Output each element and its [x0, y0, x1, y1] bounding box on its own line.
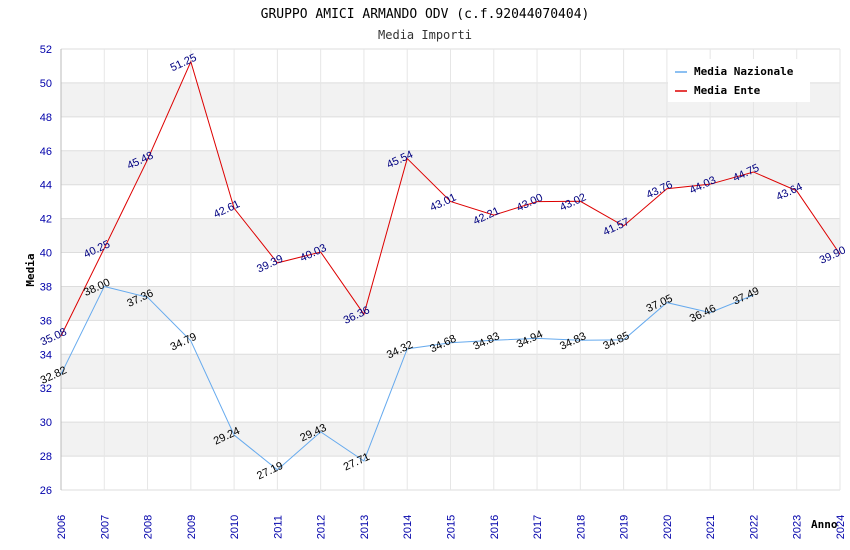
legend-box: [668, 59, 810, 102]
x-tick-label: 2019: [619, 515, 631, 539]
x-tick-label: 2024: [835, 515, 847, 539]
x-tick-label: 2021: [705, 515, 717, 539]
x-tick-label: 2013: [359, 515, 371, 539]
y-tick-label: 52: [40, 44, 52, 56]
y-tick-label: 44: [40, 180, 52, 192]
y-tick-label: 36: [40, 315, 52, 327]
x-tick-labels: 2006 2007 2008 2009 2010 2011 2012 2013 2014 2015…: [56, 515, 847, 539]
x-tick-label: 2007: [99, 515, 111, 539]
y-tick-label: 46: [40, 146, 52, 158]
x-tick-label: 2022: [748, 515, 760, 539]
x-tick-label: 2014: [402, 515, 414, 539]
series-line-media-ente: [60, 60, 841, 337]
y-tick-label: 40: [40, 248, 52, 260]
x-tick-label: 2020: [662, 515, 674, 539]
x-tick-label: 2012: [316, 515, 328, 539]
series-line-media-nazionale: [60, 285, 754, 471]
legend: Media Nazionale Media Ente: [668, 59, 810, 102]
x-tick-label: 2006: [56, 515, 68, 539]
y-tick-labels: 26 28 30 32 34 36 38 40 42 44 46 48 50 52: [40, 44, 52, 497]
legend-label-media-ente: Media Ente: [694, 84, 761, 97]
y-tick-label: 42: [40, 214, 52, 226]
y-tick-label: 50: [40, 78, 52, 90]
y-tick-label: 38: [40, 281, 52, 293]
x-tick-label: 2015: [446, 515, 458, 539]
y-axis-label: Media: [24, 253, 37, 286]
y-tick-label: 26: [40, 485, 52, 497]
y-tick-label: 32: [40, 383, 52, 395]
y-tick-label: 30: [40, 417, 52, 429]
x-axis-label: Anno: [811, 518, 838, 531]
x-tick-label: 2011: [272, 515, 284, 539]
y-tick-label: 48: [40, 112, 52, 124]
series-lines: [60, 60, 841, 471]
chart-subtitle: Media Importi: [378, 28, 472, 42]
x-tick-label: 2016: [489, 515, 501, 539]
x-tick-label: 2010: [229, 515, 241, 539]
x-tick-label: 2017: [532, 515, 544, 539]
x-tick-label: 2009: [186, 515, 198, 539]
y-tick-label: 34: [40, 349, 52, 361]
x-tick-label: 2008: [143, 515, 155, 539]
legend-label-media-nazionale: Media Nazionale: [694, 65, 794, 78]
y-tick-label: 28: [40, 451, 52, 463]
x-tick-label: 2018: [575, 515, 587, 539]
chart-title: GRUPPO AMICI ARMANDO ODV (c.f.9204407040…: [261, 7, 590, 22]
grid-lines: [60, 48, 841, 491]
x-tick-label: 2023: [792, 515, 804, 539]
